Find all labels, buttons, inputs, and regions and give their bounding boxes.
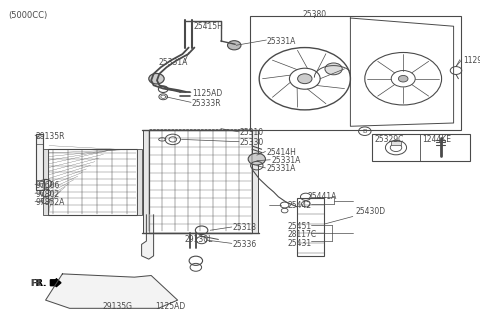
Text: 28117C: 28117C (288, 230, 317, 239)
Text: 97802: 97802 (36, 190, 60, 199)
Text: 25414H: 25414H (266, 148, 296, 157)
Text: 25330: 25330 (240, 138, 264, 147)
Text: 29135R: 29135R (36, 132, 65, 141)
Text: 25331A: 25331A (158, 58, 188, 67)
Text: 25336: 25336 (233, 240, 257, 249)
Text: 25431: 25431 (288, 239, 312, 248)
Text: 1125AD: 1125AD (192, 89, 222, 98)
Circle shape (248, 153, 265, 165)
Circle shape (228, 41, 241, 50)
Text: 29135G: 29135G (103, 302, 132, 311)
Text: 29130L: 29130L (185, 235, 213, 244)
Polygon shape (46, 274, 178, 308)
Circle shape (298, 74, 312, 84)
Text: 1125AD: 1125AD (155, 302, 186, 311)
Bar (250, 16, 461, 130)
Text: 25441A: 25441A (307, 192, 336, 201)
Text: 25329C: 25329C (374, 135, 404, 144)
Bar (297, 198, 324, 256)
Text: FR.: FR. (30, 279, 44, 288)
Text: B: B (363, 129, 367, 134)
Text: 1129EY: 1129EY (463, 56, 480, 65)
Text: 25331A: 25331A (266, 36, 296, 46)
Text: 25333R: 25333R (192, 99, 222, 108)
Text: 25310: 25310 (240, 128, 264, 137)
Text: FR.: FR. (30, 279, 46, 288)
Circle shape (325, 63, 342, 75)
Text: 25331A: 25331A (266, 164, 296, 174)
Circle shape (149, 73, 164, 84)
FancyArrow shape (50, 278, 61, 287)
Text: 25380: 25380 (302, 10, 326, 19)
Polygon shape (36, 134, 44, 190)
Text: (5000CC): (5000CC) (9, 11, 48, 20)
Bar (149, 130, 252, 233)
Bar (43, 149, 48, 215)
Text: 25442: 25442 (288, 200, 312, 210)
Bar (137, 149, 142, 215)
Polygon shape (142, 215, 154, 259)
Text: 25415H: 25415H (194, 22, 224, 31)
Bar (391, 141, 401, 145)
Bar (48, 149, 137, 215)
Bar (143, 130, 149, 233)
Bar (372, 134, 470, 161)
Text: 25430D: 25430D (355, 207, 385, 216)
Text: 25451: 25451 (288, 222, 312, 231)
Text: 25331A: 25331A (271, 156, 300, 165)
Bar (252, 130, 258, 233)
Text: 97852A: 97852A (36, 198, 65, 207)
Circle shape (398, 75, 408, 82)
Text: 1244KE: 1244KE (422, 135, 451, 144)
Text: 97606: 97606 (36, 181, 60, 190)
Text: 25318: 25318 (233, 223, 257, 233)
